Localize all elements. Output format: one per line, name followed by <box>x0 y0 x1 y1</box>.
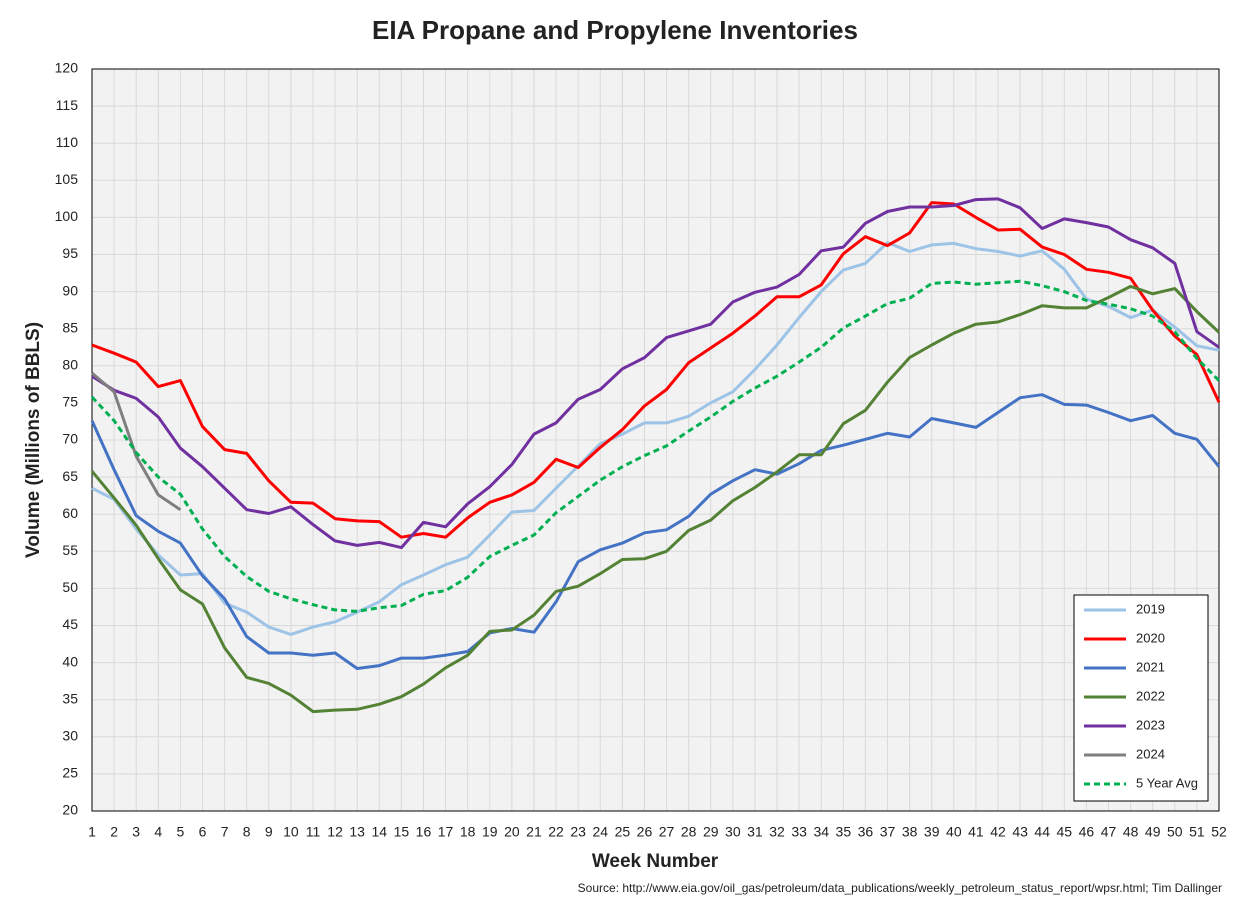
y-tick-label: 40 <box>62 653 78 669</box>
x-tick-label: 4 <box>154 824 162 840</box>
y-tick-label: 115 <box>56 97 79 113</box>
x-tick-label: 50 <box>1167 824 1183 840</box>
y-tick-label: 70 <box>62 431 78 447</box>
series-line <box>90 393 1221 670</box>
y-tick-label: 120 <box>55 60 79 76</box>
y-tick-label: 55 <box>62 542 78 558</box>
y-tick-label: 25 <box>62 765 78 781</box>
x-tick-label: 41 <box>968 824 984 840</box>
x-tick-label: 39 <box>924 824 940 840</box>
series-line <box>90 279 1221 613</box>
x-tick-label: 34 <box>813 824 829 840</box>
y-tick-label: 85 <box>62 319 78 335</box>
x-tick-label: 24 <box>592 824 608 840</box>
x-tick-label: 25 <box>615 824 631 840</box>
x-tick-label: 51 <box>1189 824 1205 840</box>
x-tick-label: 32 <box>769 824 785 840</box>
legend-label: 2019 <box>1136 601 1165 616</box>
x-tick-label: 38 <box>902 824 918 840</box>
x-tick-label: 13 <box>349 824 365 840</box>
x-tick-label: 45 <box>1057 824 1073 840</box>
x-tick-label: 48 <box>1123 824 1139 840</box>
x-tick-label: 10 <box>283 824 299 840</box>
x-tick-label: 15 <box>394 824 410 840</box>
x-tick-label: 44 <box>1034 824 1050 840</box>
x-tick-label: 11 <box>306 824 321 840</box>
legend-label: 2024 <box>1136 746 1165 761</box>
y-tick-label: 110 <box>56 134 79 150</box>
legend-label: 2023 <box>1136 717 1165 732</box>
x-tick-label: 28 <box>681 824 697 840</box>
x-tick-label: 46 <box>1079 824 1095 840</box>
y-tick-label: 75 <box>62 394 78 410</box>
x-tick-label: 30 <box>725 824 741 840</box>
y-tick-label: 105 <box>55 171 79 187</box>
y-tick-label: 35 <box>62 690 78 706</box>
y-tick-label: 65 <box>62 468 78 484</box>
x-tick-label: 20 <box>504 824 520 840</box>
x-tick-label: 35 <box>836 824 852 840</box>
series-line <box>91 201 1221 539</box>
x-tick-label: 29 <box>703 824 719 840</box>
x-tick-label: 42 <box>990 824 1006 840</box>
x-tick-label: 8 <box>243 824 251 840</box>
x-tick-label: 5 <box>176 824 184 840</box>
x-tick-label: 14 <box>371 824 387 840</box>
y-tick-label: 80 <box>62 357 78 373</box>
x-tick-label: 17 <box>438 824 454 840</box>
x-tick-label: 9 <box>265 824 273 840</box>
x-tick-label: 6 <box>199 824 207 840</box>
x-tick-label: 37 <box>880 824 896 840</box>
x-tick-label: 22 <box>548 824 564 840</box>
x-tick-label: 43 <box>1012 824 1028 840</box>
x-tick-label: 27 <box>659 824 675 840</box>
x-tick-label: 36 <box>858 824 874 840</box>
x-tick-label: 33 <box>791 824 807 840</box>
y-tick-label: 30 <box>62 728 78 744</box>
x-tick-label: 31 <box>747 824 763 840</box>
x-tick-label: 26 <box>637 824 653 840</box>
series-line <box>91 372 182 511</box>
x-tick-label: 21 <box>526 824 542 840</box>
y-tick-label: 90 <box>62 282 78 298</box>
legend-label: 2020 <box>1136 630 1165 645</box>
x-tick-label: 1 <box>88 824 96 840</box>
x-tick-label: 7 <box>221 824 229 840</box>
y-tick-label: 60 <box>62 505 78 521</box>
y-tick-label: 95 <box>62 245 78 261</box>
x-tick-label: 49 <box>1145 824 1161 840</box>
x-tick-label: 3 <box>132 824 140 840</box>
x-tick-label: 40 <box>946 824 962 840</box>
plot-border <box>91 68 1220 812</box>
x-tick-label: 52 <box>1211 824 1227 840</box>
y-tick-label: 50 <box>62 579 78 595</box>
series-line <box>91 241 1220 636</box>
x-tick-label: 2 <box>110 824 118 840</box>
x-tick-label: 47 <box>1101 824 1117 840</box>
x-tick-label: 23 <box>570 824 586 840</box>
source-note: Source: http://www.eia.gov/oil_gas/petro… <box>578 881 1222 895</box>
x-tick-label: 12 <box>327 824 343 840</box>
x-tick-label: 19 <box>482 824 498 840</box>
legend-label: 2022 <box>1136 688 1165 703</box>
legend-label: 2021 <box>1136 659 1165 674</box>
chart-title: EIA Propane and Propylene Inventories <box>372 15 858 45</box>
legend-label: 5 Year Avg <box>1136 775 1198 790</box>
y-axis-label: Volume (Millions of BBLS) <box>23 322 44 558</box>
x-tick-label: 18 <box>460 824 476 840</box>
x-tick-label: 16 <box>416 824 432 840</box>
x-axis-label: Week Number <box>592 851 719 872</box>
y-tick-label: 20 <box>62 802 78 818</box>
y-tick-label: 45 <box>62 616 78 632</box>
series-line <box>90 284 1221 714</box>
y-tick-label: 100 <box>55 208 79 224</box>
series-line <box>91 197 1220 550</box>
